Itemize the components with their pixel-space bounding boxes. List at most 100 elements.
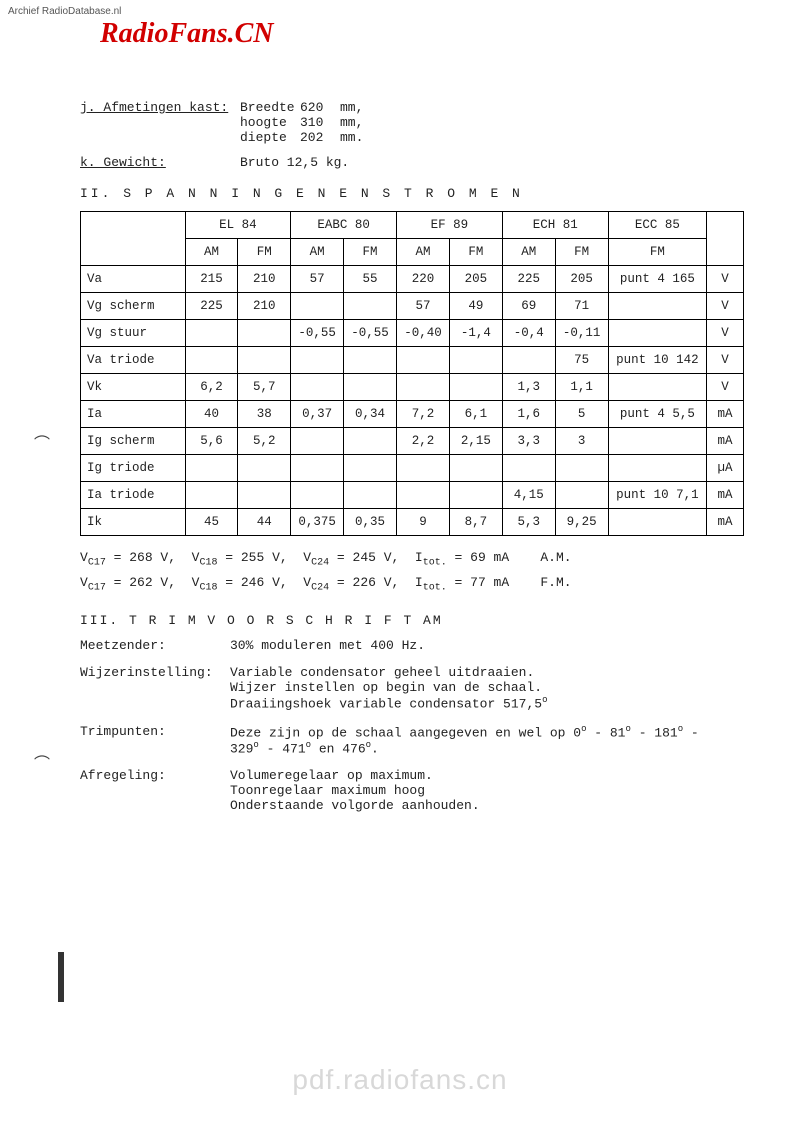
mode-header: FM — [238, 239, 291, 266]
data-cell: 57 — [291, 266, 344, 293]
data-cell — [397, 455, 450, 482]
data-cell — [291, 347, 344, 374]
data-cell: 5,6 — [185, 428, 238, 455]
data-cell — [449, 455, 502, 482]
scan-mark: ⌒ — [34, 750, 50, 774]
data-cell: punt 4 5,5 — [608, 401, 706, 428]
scan-artifact — [58, 952, 64, 1002]
data-cell — [344, 455, 397, 482]
data-cell: 75 — [555, 347, 608, 374]
data-cell — [344, 374, 397, 401]
trim-row: Wijzerinstelling:Variable condensator ge… — [80, 665, 730, 711]
data-cell: -1,4 — [449, 320, 502, 347]
mode-header: FM — [449, 239, 502, 266]
trim-value: Deze zijn op de schaal aangegeven en wel… — [230, 724, 730, 757]
data-cell: 2,15 — [449, 428, 502, 455]
data-cell: 225 — [185, 293, 238, 320]
data-cell: 1,3 — [502, 374, 555, 401]
data-cell — [397, 482, 450, 509]
data-cell — [608, 455, 706, 482]
data-cell: -0,55 — [344, 320, 397, 347]
trim-label: Afregeling: — [80, 768, 230, 813]
data-cell: 40 — [185, 401, 238, 428]
measure-line: Breedte620mm, — [240, 100, 730, 115]
row-label: Ik — [81, 509, 186, 536]
data-cell: 9 — [397, 509, 450, 536]
data-cell — [291, 455, 344, 482]
data-cell — [344, 347, 397, 374]
unit-cell: V — [707, 374, 744, 401]
table-row: Ia40380,370,347,26,11,65punt 4 5,5mA — [81, 401, 744, 428]
row-label: Vg stuur — [81, 320, 186, 347]
data-cell — [449, 347, 502, 374]
data-cell: 49 — [449, 293, 502, 320]
unit-cell: V — [707, 347, 744, 374]
data-cell — [608, 428, 706, 455]
table-row: Ig scherm5,65,22,22,153,33mA — [81, 428, 744, 455]
data-cell: 205 — [555, 266, 608, 293]
archive-label: Archief RadioDatabase.nl — [8, 6, 121, 17]
data-cell: punt 4 165 — [608, 266, 706, 293]
data-cell: 5,2 — [238, 428, 291, 455]
data-cell — [185, 347, 238, 374]
trim-row: Trimpunten:Deze zijn op de schaal aangeg… — [80, 724, 730, 757]
measure-unit: mm. — [340, 130, 380, 145]
data-cell: 55 — [344, 266, 397, 293]
spec-row-dimensions: j. Afmetingen kast: Breedte620mm,hoogte3… — [80, 100, 730, 145]
site-logo: RadioFans.CN — [100, 18, 274, 50]
measure-label: diepte — [240, 130, 300, 145]
data-cell: 210 — [238, 266, 291, 293]
data-cell: 45 — [185, 509, 238, 536]
table-row: Ig triodeµA — [81, 455, 744, 482]
tube-header: EF 89 — [397, 212, 503, 239]
data-cell: 9,25 — [555, 509, 608, 536]
data-cell — [449, 374, 502, 401]
mode-header: AM — [185, 239, 238, 266]
section-title-3: III. T R I M V O O R S C H R I F T AM — [80, 613, 730, 628]
row-label: Ia — [81, 401, 186, 428]
trim-row: Meetzender:30% moduleren met 400 Hz. — [80, 638, 730, 653]
mode-header: FM — [344, 239, 397, 266]
trim-value: Volumeregelaar op maximum.Toonregelaar m… — [230, 768, 730, 813]
data-cell: 205 — [449, 266, 502, 293]
data-cell: punt 10 7,1 — [608, 482, 706, 509]
data-cell: 8,7 — [449, 509, 502, 536]
data-cell: 38 — [238, 401, 291, 428]
mode-header: AM — [502, 239, 555, 266]
voltage-current-table: EL 84EABC 80EF 89ECH 81ECC 85AMFMAMFMAMF… — [80, 211, 744, 536]
page-content: j. Afmetingen kast: Breedte620mm,hoogte3… — [0, 0, 800, 813]
data-cell: 0,35 — [344, 509, 397, 536]
spec-value: Bruto 12,5 kg. — [240, 155, 730, 170]
row-label: Va — [81, 266, 186, 293]
section-title-2: II. S P A N N I N G E N E N S T R O M E … — [80, 186, 730, 201]
data-cell: 210 — [238, 293, 291, 320]
data-cell: 6,2 — [185, 374, 238, 401]
data-cell: 0,375 — [291, 509, 344, 536]
tube-header: EABC 80 — [291, 212, 397, 239]
measure-number: 310 — [300, 115, 340, 130]
measure-number: 620 — [300, 100, 340, 115]
data-cell — [449, 482, 502, 509]
tube-header: EL 84 — [185, 212, 291, 239]
data-cell: punt 10 142 — [608, 347, 706, 374]
data-cell: 0,37 — [291, 401, 344, 428]
trim-row: Afregeling:Volumeregelaar op maximum.Too… — [80, 768, 730, 813]
data-cell — [291, 374, 344, 401]
row-label: Vg scherm — [81, 293, 186, 320]
data-cell: -0,40 — [397, 320, 450, 347]
data-cell — [291, 293, 344, 320]
data-cell — [344, 293, 397, 320]
data-cell — [185, 320, 238, 347]
data-cell: 7,2 — [397, 401, 450, 428]
spec-value: Breedte620mm,hoogte310mm,diepte202mm. — [240, 100, 730, 145]
data-cell — [608, 374, 706, 401]
trim-value: 30% moduleren met 400 Hz. — [230, 638, 730, 653]
data-cell: 2,2 — [397, 428, 450, 455]
row-label: Va triode — [81, 347, 186, 374]
formula-line: VC17 = 268 V, VC18 = 255 V, VC24 = 245 V… — [80, 550, 730, 569]
spec-row-weight: k. Gewicht: Bruto 12,5 kg. — [80, 155, 730, 170]
unit-cell: V — [707, 320, 744, 347]
data-cell — [238, 482, 291, 509]
mode-header: FM — [608, 239, 706, 266]
spec-label: j. Afmetingen kast: — [80, 100, 240, 145]
